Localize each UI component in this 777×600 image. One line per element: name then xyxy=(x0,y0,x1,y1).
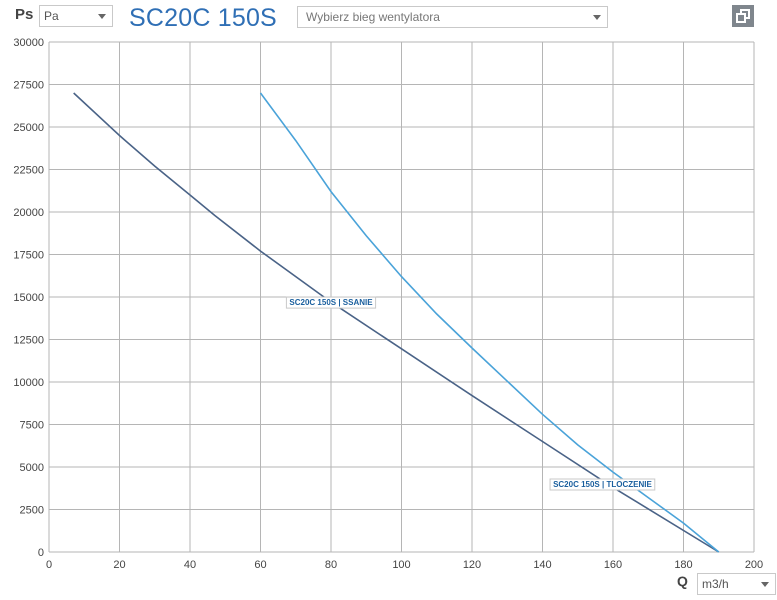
y-tick-label: 10000 xyxy=(13,377,44,389)
window-restore-icon-front xyxy=(736,13,746,23)
y-axis-symbol: Ps xyxy=(15,6,34,23)
y-tick-label: 20000 xyxy=(13,207,44,219)
y-tick-label: 2500 xyxy=(20,505,44,517)
series-line-ssanie[interactable] xyxy=(73,92,720,553)
x-tick-label: 160 xyxy=(604,559,622,571)
y-tick-label: 15000 xyxy=(13,292,44,304)
x-tick-label: 180 xyxy=(674,559,692,571)
window-restore-button[interactable] xyxy=(732,5,754,27)
fan-speed-placeholder: Wybierz bieg wentylatora xyxy=(306,10,440,24)
y-tick-labels: 0 2500 5000 7500 10000 12500 15000 17500 20000 22… xyxy=(13,37,44,559)
y-tick-label: 5000 xyxy=(20,462,44,474)
chart-series xyxy=(73,92,720,553)
y-tick-label: 12500 xyxy=(13,335,44,347)
pressure-unit-value: Pa xyxy=(44,9,59,23)
pressure-unit-select[interactable]: Pa xyxy=(39,5,113,27)
flow-unit-value: m3/h xyxy=(702,577,729,591)
y-tick-label: 0 xyxy=(38,547,44,559)
y-tick-label: 25000 xyxy=(13,122,44,134)
fan-speed-select[interactable]: Wybierz bieg wentylatora xyxy=(297,6,608,28)
x-tick-label: 60 xyxy=(254,559,266,571)
x-tick-labels: 0 20 40 60 80 100 120 140 160 180 200 xyxy=(46,559,763,571)
series-label-ssanie: SC20C 150S | SSANIE xyxy=(285,296,377,309)
y-tick-label: 17500 xyxy=(13,250,44,262)
x-tick-label: 200 xyxy=(745,559,763,571)
series-label-tloczenie: SC20C 150S | TLOCZENIE xyxy=(549,478,656,491)
flow-unit-select[interactable]: m3/h xyxy=(697,573,776,595)
chevron-down-icon xyxy=(593,15,601,20)
chevron-down-icon xyxy=(98,14,106,19)
y-tick-label: 30000 xyxy=(13,37,44,49)
x-tick-label: 140 xyxy=(533,559,551,571)
y-tick-label: 22500 xyxy=(13,165,44,177)
x-tick-label: 0 xyxy=(46,559,52,571)
page-title: SC20C 150S xyxy=(129,4,277,32)
series-line-tloczenie[interactable] xyxy=(259,92,720,553)
x-tick-label: 100 xyxy=(392,559,410,571)
series-label-text: SC20C 150S | TLOCZENIE xyxy=(553,480,652,489)
y-tick-label: 27500 xyxy=(13,80,44,92)
series-label-box xyxy=(549,478,656,491)
series-label-box xyxy=(285,296,377,309)
y-tick-label: 7500 xyxy=(20,420,44,432)
series-label-text: SC20C 150S | SSANIE xyxy=(289,298,373,307)
chart-grid xyxy=(48,41,755,553)
series-labels: SC20C 150S | SSANIE SC20C 150S | TLOCZENI… xyxy=(285,296,656,491)
x-axis-symbol: Q xyxy=(677,573,688,589)
x-tick-label: 80 xyxy=(325,559,337,571)
x-tick-label: 20 xyxy=(113,559,125,571)
chevron-down-icon xyxy=(761,582,769,587)
x-tick-label: 120 xyxy=(463,559,481,571)
x-tick-label: 40 xyxy=(184,559,196,571)
